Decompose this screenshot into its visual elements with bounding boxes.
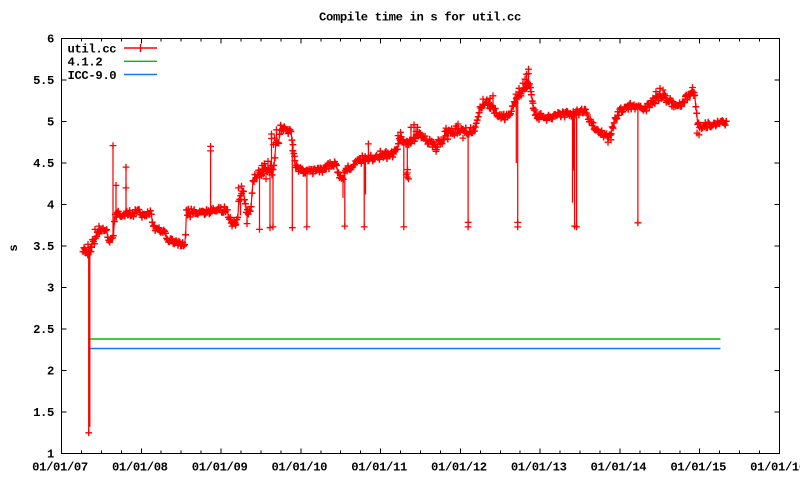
svg-text:3: 3: [47, 282, 54, 296]
svg-text:5.5: 5.5: [33, 74, 54, 88]
svg-text:4: 4: [47, 199, 54, 213]
svg-text:5: 5: [47, 116, 54, 130]
svg-text:01/01/14: 01/01/14: [591, 460, 647, 474]
svg-text:2: 2: [47, 365, 54, 379]
svg-text:Compile time in s for util.cc: Compile time in s for util.cc: [319, 10, 521, 24]
svg-text:ICC-9.0: ICC-9.0: [68, 69, 117, 83]
svg-text:01/01/10: 01/01/10: [271, 460, 327, 474]
svg-text:util.cc: util.cc: [68, 42, 117, 56]
svg-text:4.1.2: 4.1.2: [68, 56, 103, 70]
svg-text:1: 1: [47, 448, 54, 462]
svg-text:01/01/08: 01/01/08: [112, 460, 168, 474]
svg-text:01/01/11: 01/01/11: [351, 460, 407, 474]
svg-text:01/01/07: 01/01/07: [32, 460, 88, 474]
svg-text:s: s: [7, 245, 21, 252]
svg-text:01/01/13: 01/01/13: [511, 460, 567, 474]
svg-text:4.5: 4.5: [33, 157, 54, 171]
svg-text:6: 6: [47, 33, 54, 47]
svg-text:01/01/12: 01/01/12: [431, 460, 487, 474]
svg-text:1.5: 1.5: [33, 406, 54, 420]
svg-text:3.5: 3.5: [33, 240, 54, 254]
svg-text:01/01/15: 01/01/15: [670, 460, 726, 474]
svg-text:01/01/16: 01/01/16: [750, 460, 800, 474]
svg-text:2.5: 2.5: [33, 323, 54, 337]
svg-text:01/01/09: 01/01/09: [192, 460, 248, 474]
